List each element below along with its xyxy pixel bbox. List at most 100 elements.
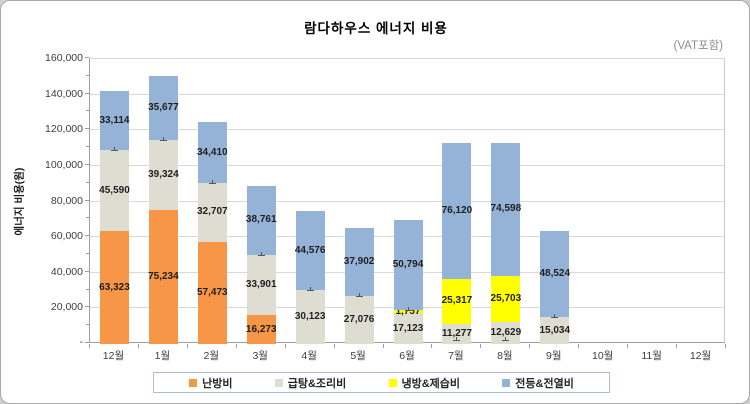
y-tick-label-zero: - — [79, 336, 84, 348]
gridline — [90, 58, 724, 59]
bar-value-label: 50,794 — [392, 259, 424, 271]
bar-segment-cooling-dehumid — [442, 278, 472, 324]
legend-item-hot-water-cooking: 급탕&조리비 — [274, 375, 347, 391]
y-major-tick — [85, 235, 89, 237]
bar-segment-heating — [148, 209, 178, 344]
bar-segment-hot-water-cooking — [99, 149, 129, 232]
x-boundary-tick — [284, 344, 286, 348]
legend-label: 난방비 — [202, 377, 233, 390]
bar-value-label: 27,076 — [343, 313, 375, 325]
bar-segment-lighting-electric — [246, 185, 276, 255]
bar-segment-hot-water-cooking — [393, 313, 423, 344]
bar-segment-heating — [246, 315, 276, 344]
y-major-tick — [85, 57, 89, 58]
y-minor-tick — [86, 288, 89, 290]
segment-boundary-tick — [113, 146, 115, 150]
x-boundary-tick — [137, 344, 139, 348]
bar-segment-hot-water-cooking — [295, 290, 325, 344]
x-boundary-tick — [333, 344, 335, 348]
bar-value-label: 33,114 — [99, 114, 130, 126]
bar-segment-cooling-dehumid — [393, 310, 423, 314]
segment-boundary-tick — [306, 290, 314, 292]
segment-boundary-tick — [505, 336, 507, 340]
x-category-label: 9월 — [546, 350, 562, 362]
chart-title: 람다하우스 에너지 비용 — [304, 21, 448, 36]
bar-segment-heating — [197, 241, 227, 344]
y-tick-label: 100,000 — [45, 158, 83, 171]
legend-item-cooling-dehumid: 냉방&제습비 — [388, 375, 461, 391]
y-tick-label: 160,000 — [45, 52, 83, 64]
segment-boundary-tick — [211, 180, 213, 184]
bar-value-label: 16,273 — [245, 323, 277, 335]
bar-value-label: 75,234 — [148, 270, 179, 282]
y-minor-tick — [86, 252, 89, 254]
bar-segment-hot-water-cooking — [148, 139, 178, 210]
bar-segment-hot-water-cooking — [540, 317, 570, 344]
bar-value-label: 63,323 — [99, 281, 130, 293]
x-boundary-tick — [235, 344, 237, 348]
segment-boundary-tick — [453, 339, 461, 341]
bar-value-label: 17,123 — [392, 322, 424, 334]
bar-segment-lighting-electric — [491, 142, 521, 276]
segment-boundary-tick — [159, 139, 167, 141]
legend-swatch-cooling-dehumid — [388, 378, 397, 387]
x-boundary-tick — [529, 344, 531, 348]
y-major-tick — [85, 270, 89, 272]
legend-label: 전등&전열비 — [515, 377, 574, 390]
bar-segment-hot-water-cooking — [442, 323, 472, 344]
gridline — [90, 164, 724, 166]
segment-boundary-tick — [456, 336, 458, 340]
plot-area: 63,323 45,590 33,114 75,234 39,324 35,677 57,4… — [89, 58, 725, 344]
legend-swatch-lighting-electric — [502, 378, 511, 387]
y-tick-label: 40,000 — [50, 265, 83, 278]
segment-boundary-tick — [162, 136, 164, 140]
x-category-label: 12월 — [102, 350, 125, 362]
y-minor-tick — [86, 217, 89, 219]
bar-segment-lighting-electric — [540, 230, 570, 318]
bar-value-label: 37,902 — [343, 256, 375, 267]
segment-boundary-tick — [404, 310, 412, 312]
bar-value-label: 39,324 — [148, 168, 179, 180]
bar-value-label: 74,598 — [490, 203, 522, 215]
legend-swatch-heating — [189, 378, 198, 387]
x-boundary-tick — [725, 344, 726, 348]
x-boundary-tick — [186, 344, 188, 348]
legend-item-lighting-electric: 전등&전열비 — [502, 375, 574, 391]
bar-value-label: 30,123 — [294, 311, 326, 323]
bar-value-label: 1,757 — [395, 305, 421, 317]
bar-segment-heating — [99, 231, 129, 344]
legend-label: 급탕&조리비 — [287, 377, 347, 390]
y-tick-label: 80,000 — [50, 194, 83, 207]
segment-boundary-tick — [551, 317, 559, 319]
x-category-label: 3월 — [252, 350, 268, 362]
segment-boundary-tick — [110, 149, 118, 151]
y-minor-tick — [86, 324, 89, 326]
x-boundary-tick — [578, 344, 580, 348]
bar-segment-lighting-electric — [148, 76, 178, 140]
y-major-tick — [85, 342, 89, 343]
y-tick-label: 120,000 — [45, 123, 83, 136]
bar-value-label: 48,524 — [539, 268, 571, 279]
bar-segment-hot-water-cooking — [344, 295, 374, 344]
y-major-tick — [85, 199, 89, 201]
segment-boundary-tick — [502, 339, 510, 341]
bar-value-label: 25,703 — [490, 292, 522, 304]
y-minor-tick — [86, 146, 89, 148]
bar-segment-hot-water-cooking — [246, 254, 276, 315]
bar-value-label: 11,277 — [441, 327, 472, 339]
bar-value-label: 25,317 — [441, 295, 473, 307]
y-tick-label: 140,000 — [45, 87, 83, 100]
x-boundary-tick — [89, 344, 90, 348]
x-category-label: 6월 — [399, 350, 415, 362]
x-category-label: 11월 — [641, 350, 662, 362]
gridline — [90, 129, 724, 131]
y-major-tick — [85, 92, 89, 94]
bar-value-label: 32,707 — [197, 206, 228, 218]
bar-value-label: 34,410 — [197, 146, 228, 158]
segment-boundary-tick — [554, 314, 556, 318]
x-boundary-tick — [431, 344, 433, 348]
legend-swatch-hot-water-cooking — [274, 378, 283, 387]
x-category-label: 12월 — [689, 350, 712, 362]
y-minor-tick — [86, 74, 89, 76]
legend-label: 냉방&제습비 — [401, 377, 461, 390]
